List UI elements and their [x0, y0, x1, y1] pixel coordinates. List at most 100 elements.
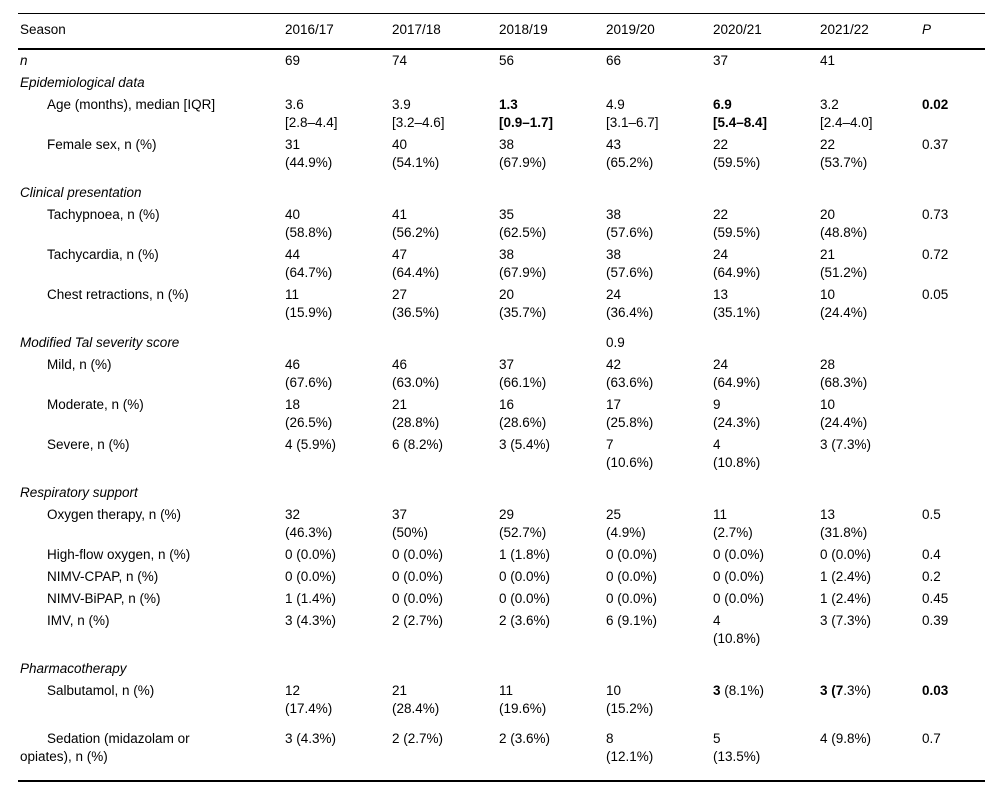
data-cell: 3.2 [2.4–4.0] [818, 94, 920, 134]
table-row: Female sex, n (%) 31 (44.9%) 40 (54.1%) 38 … [18, 134, 985, 174]
data-cell: 24 (64.9%) [711, 244, 818, 284]
cell-text: 0 (0.0%) [713, 569, 765, 584]
data-cell: 0 (0.0%) [283, 566, 390, 588]
data-cell: 22 (59.5%) [711, 134, 818, 174]
data-cell [497, 324, 604, 354]
data-cell: 40 (54.1%) [390, 134, 497, 174]
data-cell: 0.73 [920, 204, 985, 244]
table-row: NIMV-CPAP, n (%) 0 (0.0%) 0 (0.0%) 0 (0.0%)… [18, 566, 985, 588]
table-row: Severe, n (%) 4 (5.9%) 6 (8.2%) 3 (5.4%) 7 (… [18, 434, 985, 474]
data-cell: 29 (52.7%) [497, 504, 604, 544]
cell-text: 6 (8.2%) [392, 437, 444, 452]
data-cell [604, 474, 711, 504]
cell-text: 46 (67.6%) [285, 357, 333, 390]
column-header: 2020/21 [711, 13, 818, 50]
data-cell: 12 (17.4%) [283, 680, 390, 720]
cell-text: 3 (7.3%) [820, 437, 872, 452]
data-cell: 56 [497, 49, 604, 72]
cell-text: 0 (0.0%) [713, 547, 765, 562]
column-header: 2017/18 [390, 13, 497, 50]
data-cell: 38 (57.6%) [604, 244, 711, 284]
data-cell: 1.3 [0.9–1.7] [497, 94, 604, 134]
cell-text: 13 (31.8%) [820, 507, 868, 540]
data-cell: 0.05 [920, 284, 985, 324]
cell-text: 41 [820, 53, 836, 68]
cell-text: 37 (66.1%) [499, 357, 547, 390]
data-cell: 20 (48.8%) [818, 204, 920, 244]
cell-text: 43 (65.2%) [606, 137, 654, 170]
data-cell [920, 72, 985, 94]
data-cell: 69 [283, 49, 390, 72]
table-row: High-flow oxygen, n (%) 0 (0.0%) 0 (0.0%) 1… [18, 544, 985, 566]
cell-text: 1 (1.4%) [285, 591, 337, 606]
cell-text: 11 (2.7%) [713, 507, 753, 540]
cell-text: 10 (24.4%) [820, 397, 868, 430]
cell-text: 1.3 [0.9–1.7] [499, 97, 554, 130]
data-cell: 3 (4.3%) [283, 610, 390, 650]
cell-text: 0.45 [922, 591, 949, 606]
data-cell: 0.5 [920, 504, 985, 544]
column-header: 2018/19 [497, 13, 604, 50]
row-label: Female sex, n (%) [47, 137, 157, 152]
cell-text: 0.7 [922, 731, 941, 746]
data-cell: 4.9 [3.1–6.7] [604, 94, 711, 134]
data-cell: 10 (24.4%) [818, 284, 920, 324]
column-header: 2019/20 [604, 13, 711, 50]
data-cell: 0 (0.0%) [390, 544, 497, 566]
data-cell [920, 174, 985, 204]
cell-text: 24 (64.9%) [713, 247, 761, 280]
data-cell: 42 (63.6%) [604, 354, 711, 394]
cell-text: 0.05 [922, 287, 949, 302]
data-cell: 1 (2.4%) [818, 566, 920, 588]
data-cell: 3 (8.1%) [711, 680, 818, 720]
column-header: 2016/17 [283, 13, 390, 50]
data-cell: 2 (3.6%) [497, 610, 604, 650]
data-cell: 11 (15.9%) [283, 284, 390, 324]
section-row: Epidemiological data [18, 72, 985, 94]
row-label: High-flow oxygen, n (%) [47, 547, 191, 562]
data-cell: 38 (57.6%) [604, 204, 711, 244]
cell-text: 21 (51.2%) [820, 247, 868, 280]
cell-text: 44 (64.7%) [285, 247, 333, 280]
cell-text: 2 (2.7%) [392, 613, 444, 628]
data-cell: 1 (1.4%) [283, 588, 390, 610]
data-cell [390, 474, 497, 504]
cell-text: 13 (35.1%) [713, 287, 761, 320]
cell-text: 0 (0.0%) [606, 547, 658, 562]
data-cell: 7 (10.6%) [604, 434, 711, 474]
data-cell: 4 (5.9%) [283, 434, 390, 474]
row-label: Sedation (midazolam or opiates), n (%) [20, 731, 190, 764]
cell-text: 41 (56.2%) [392, 207, 440, 240]
table-row: Age (months), median [IQR] 3.6 [2.8–4.4] 3… [18, 94, 985, 134]
data-cell [920, 474, 985, 504]
row-label: Modified Tal severity score [20, 335, 180, 350]
cell-text: 3 (7 [820, 683, 844, 698]
cell-text: 9 (24.3%) [713, 397, 761, 430]
data-cell [711, 650, 818, 680]
cell-text: 0 (0.0%) [285, 547, 337, 562]
cell-text: 69 [285, 53, 301, 68]
data-cell: 3 (5.4%) [497, 434, 604, 474]
cell-text: 0 (0.0%) [606, 569, 658, 584]
cell-text: 22 (53.7%) [820, 137, 868, 170]
cell-text: 37 (50%) [392, 507, 429, 540]
data-cell: 6 (8.2%) [390, 434, 497, 474]
data-cell: 10 (24.4%) [818, 394, 920, 434]
cell-text: 3.6 [2.8–4.4] [285, 97, 338, 130]
data-cell: 0.45 [920, 588, 985, 610]
data-cell [390, 174, 497, 204]
cell-text: 0.03 [922, 683, 949, 698]
data-cell: 37 (50%) [390, 504, 497, 544]
data-cell: 21 (51.2%) [818, 244, 920, 284]
data-cell: 20 (35.7%) [497, 284, 604, 324]
cell-text: 40 (58.8%) [285, 207, 333, 240]
data-cell: 6.9 [5.4–8.4] [711, 94, 818, 134]
cell-text: 28 (68.3%) [820, 357, 868, 390]
cell-text: 38 (67.9%) [499, 137, 547, 170]
cell-text: 24 (36.4%) [606, 287, 654, 320]
cell-text: 0 (0.0%) [392, 591, 444, 606]
data-cell: 0 (0.0%) [711, 544, 818, 566]
row-label: Pharmacotherapy [20, 661, 127, 676]
data-cell: 0 (0.0%) [390, 588, 497, 610]
section-row: Pharmacotherapy [18, 650, 985, 680]
